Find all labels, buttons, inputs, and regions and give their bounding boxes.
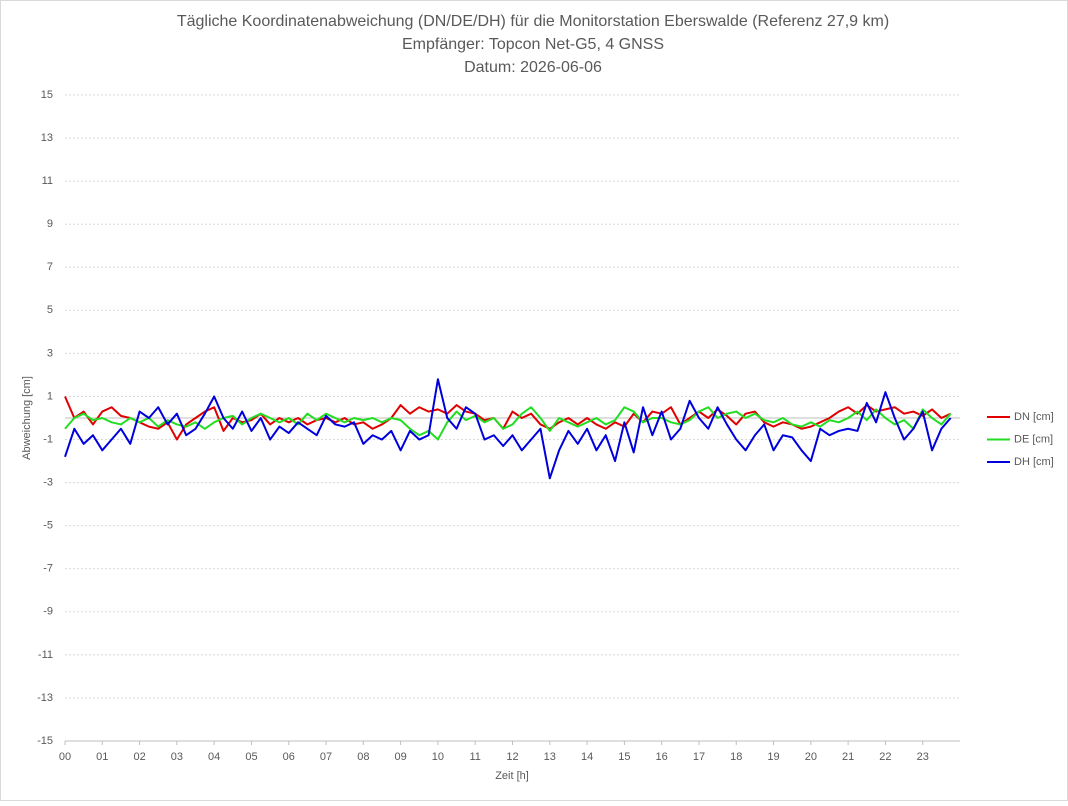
y-tick-label: 11 xyxy=(42,175,53,187)
x-axis-label: Zeit [h] xyxy=(495,770,529,782)
x-tick-label: 02 xyxy=(133,751,145,763)
x-tick-label: 14 xyxy=(581,751,593,763)
y-axis-label: Abweichung [cm] xyxy=(21,376,33,460)
x-tick-label: 04 xyxy=(208,751,220,763)
y-tick-label: 1 xyxy=(47,390,53,402)
x-tick-label: 01 xyxy=(96,751,108,763)
y-tick-label: -3 xyxy=(43,477,53,489)
x-tick-label: 20 xyxy=(805,751,817,763)
x-tick-label: 12 xyxy=(506,751,518,763)
chart-title: Tägliche Koordinatenabweichung (DN/DE/DH… xyxy=(177,13,889,30)
y-tick-label: -15 xyxy=(37,735,53,747)
y-tick-label: 3 xyxy=(47,347,53,359)
x-tick-label: 00 xyxy=(59,751,71,763)
x-tick-label: 10 xyxy=(432,751,444,763)
x-tick-label: 23 xyxy=(917,751,929,763)
data-line xyxy=(64,378,952,480)
x-tick-label: 03 xyxy=(171,751,183,763)
legend-label: DE [cm] xyxy=(1014,433,1053,445)
x-tick-label: 15 xyxy=(618,751,630,763)
x-tick-label: 07 xyxy=(320,751,332,763)
y-tick-label: 7 xyxy=(47,261,53,273)
x-tick-label: 13 xyxy=(544,751,556,763)
x-tick-label: 18 xyxy=(730,751,742,763)
y-tick-label: -11 xyxy=(38,649,53,661)
x-tick-label: 08 xyxy=(357,751,369,763)
data-line xyxy=(64,406,952,441)
x-tick-label: 06 xyxy=(283,751,295,763)
y-tick-label: 15 xyxy=(41,89,53,101)
y-tick-label: -1 xyxy=(43,433,53,445)
y-tick-label: -5 xyxy=(43,520,53,532)
data-line xyxy=(64,396,952,441)
chart-subtitle: Datum: 2026-06-06 xyxy=(464,59,602,76)
y-tick-label: -9 xyxy=(43,606,53,618)
x-tick-label: 19 xyxy=(767,751,779,763)
x-tick-label: 11 xyxy=(469,751,480,763)
x-tick-label: 05 xyxy=(245,751,257,763)
legend-label: DH [cm] xyxy=(1014,456,1054,468)
x-tick-label: 16 xyxy=(656,751,668,763)
y-tick-label: 9 xyxy=(47,218,53,230)
x-tick-label: 09 xyxy=(395,751,407,763)
chart-subtitle: Empfänger: Topcon Net-G5, 4 GNSS xyxy=(402,36,664,53)
x-tick-label: 21 xyxy=(842,751,854,763)
y-tick-label: -7 xyxy=(43,563,53,575)
x-tick-label: 22 xyxy=(879,751,891,763)
y-tick-label: 13 xyxy=(41,132,53,144)
y-tick-label: 5 xyxy=(47,304,53,316)
x-tick-label: 17 xyxy=(693,751,705,763)
legend-label: DN [cm] xyxy=(1014,411,1054,423)
y-tick-label: -13 xyxy=(37,692,53,704)
